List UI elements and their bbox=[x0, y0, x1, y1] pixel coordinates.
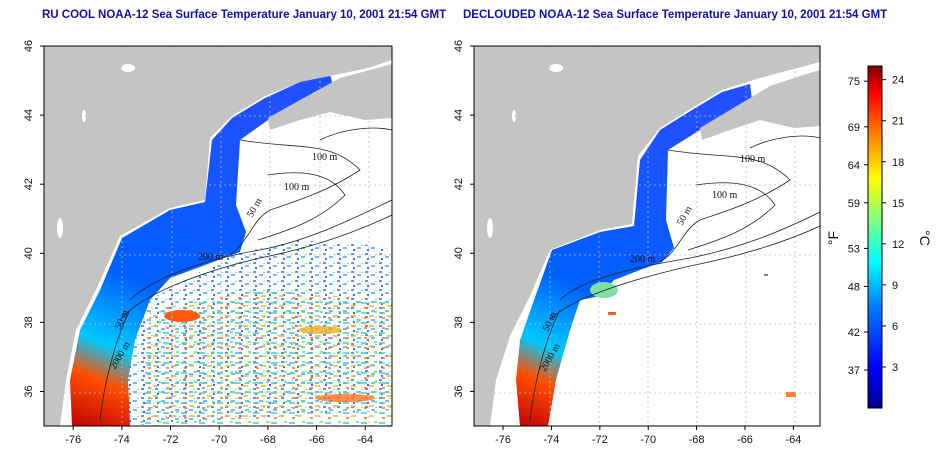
warm-eddy bbox=[590, 282, 618, 298]
y-tick-label: 42 bbox=[453, 178, 465, 190]
colorbar-gradient bbox=[867, 65, 883, 409]
x-tick-label: -72 bbox=[592, 434, 608, 446]
contour-label: 100 m bbox=[712, 190, 738, 201]
axis-right: -76 -74 -72 -70 -68 -66 -64 36 38 40 42 44 46 bbox=[453, 40, 801, 446]
colorbar-fahrenheit-tick-label: 75 bbox=[848, 76, 860, 88]
land-mass bbox=[474, 46, 820, 426]
colorbar-ticks: 24 21 18 15 12 9 6 3 75 69 64 59 53 48 42 37 bbox=[848, 75, 905, 377]
x-tick-label: -64 bbox=[785, 434, 801, 446]
colorbar-celsius-tick-label: 3 bbox=[892, 362, 898, 374]
x-tick-label: -76 bbox=[495, 434, 511, 446]
colorbar-celsius-tick-label: 18 bbox=[892, 157, 904, 169]
nova-scotia bbox=[268, 64, 392, 130]
panel-title-left: RU COOL NOAA-12 Sea Surface Temperature … bbox=[42, 9, 447, 21]
y-tick-label: 46 bbox=[23, 40, 35, 52]
contour-label: 200 m bbox=[198, 252, 224, 263]
y-tick-label: 44 bbox=[23, 109, 35, 121]
y-tick-label: 42 bbox=[23, 178, 35, 190]
colorbar-fahrenheit-tick-label: 59 bbox=[848, 198, 860, 210]
colorbar-fahrenheit-label: °F bbox=[825, 231, 841, 245]
contour-label: 100 m bbox=[312, 152, 338, 163]
colorbar-celsius-tick-label: 15 bbox=[892, 198, 904, 210]
grid-right bbox=[474, 46, 820, 426]
bathymetry-contours-right bbox=[529, 135, 820, 421]
y-tick-label: 44 bbox=[453, 109, 465, 121]
colorbar-celsius-tick-label: 6 bbox=[892, 321, 898, 333]
x-tick-label: -70 bbox=[640, 434, 656, 446]
colorbar-celsius-tick-label: 12 bbox=[892, 239, 904, 251]
y-tick-label: 36 bbox=[23, 385, 35, 397]
x-tick-label: -74 bbox=[543, 434, 559, 446]
axis-left: -76 -74 -72 -70 -68 -66 -64 36 38 40 42 44 46 bbox=[23, 40, 373, 446]
colorbar-fahrenheit-tick-label: 64 bbox=[848, 160, 860, 172]
nova-scotia bbox=[700, 70, 820, 140]
land-mass bbox=[44, 46, 392, 426]
x-tick-label: -66 bbox=[309, 434, 325, 446]
y-tick-label: 46 bbox=[453, 40, 465, 52]
colorbar-celsius-tick-label: 24 bbox=[892, 75, 904, 87]
x-tick-label: -68 bbox=[689, 434, 705, 446]
warm-eddy bbox=[164, 310, 200, 322]
colorbar-fahrenheit-tick-label: 37 bbox=[848, 365, 860, 377]
x-tick-label: -66 bbox=[737, 434, 753, 446]
x-tick-label: -64 bbox=[357, 434, 373, 446]
y-tick-label: 40 bbox=[23, 247, 35, 259]
colorbar-fahrenheit-tick-label: 48 bbox=[848, 281, 860, 293]
y-tick-label: 38 bbox=[23, 316, 35, 328]
colorbar-fahrenheit-tick-label: 42 bbox=[848, 327, 860, 339]
y-tick-label: 40 bbox=[453, 247, 465, 259]
colorbar-celsius-tick-label: 21 bbox=[892, 116, 904, 128]
colorbar-celsius-tick-label: 9 bbox=[892, 280, 898, 292]
x-tick-label: -72 bbox=[163, 434, 179, 446]
x-tick-label: -70 bbox=[211, 434, 227, 446]
y-tick-label: 36 bbox=[453, 385, 465, 397]
y-tick-label: 38 bbox=[453, 316, 465, 328]
x-tick-label: -68 bbox=[260, 434, 276, 446]
bathymetry-contours-left bbox=[99, 127, 392, 421]
map-panel-right: 100 m 100 m 50 m 200 m 50 m 2000 m -76 -7… bbox=[453, 40, 821, 446]
plot-frame-left bbox=[43, 45, 393, 427]
x-tick-label: -76 bbox=[65, 434, 81, 446]
plot-frame-right bbox=[473, 45, 821, 427]
colorbar-fahrenheit-tick-label: 53 bbox=[848, 243, 860, 255]
contour-label: 100 m bbox=[284, 182, 310, 193]
colorbar-celsius-label: °C bbox=[917, 230, 933, 246]
colorbar: 24 21 18 15 12 9 6 3 75 69 64 59 53 48 42 37 °F °C bbox=[825, 65, 933, 409]
colorbar-fahrenheit-tick-label: 69 bbox=[848, 122, 860, 134]
contour-label: 100 m bbox=[740, 154, 766, 165]
map-panel-left: 100 m 100 m 50 m 200 m 50 m 2000 m -76 -7… bbox=[23, 40, 393, 446]
contour-label: 200 m bbox=[630, 254, 656, 265]
x-tick-label: -74 bbox=[114, 434, 130, 446]
sst-shelf-water bbox=[70, 74, 334, 426]
panel-title-right: DECLOUDED NOAA-12 Sea Surface Temperatur… bbox=[463, 9, 888, 21]
